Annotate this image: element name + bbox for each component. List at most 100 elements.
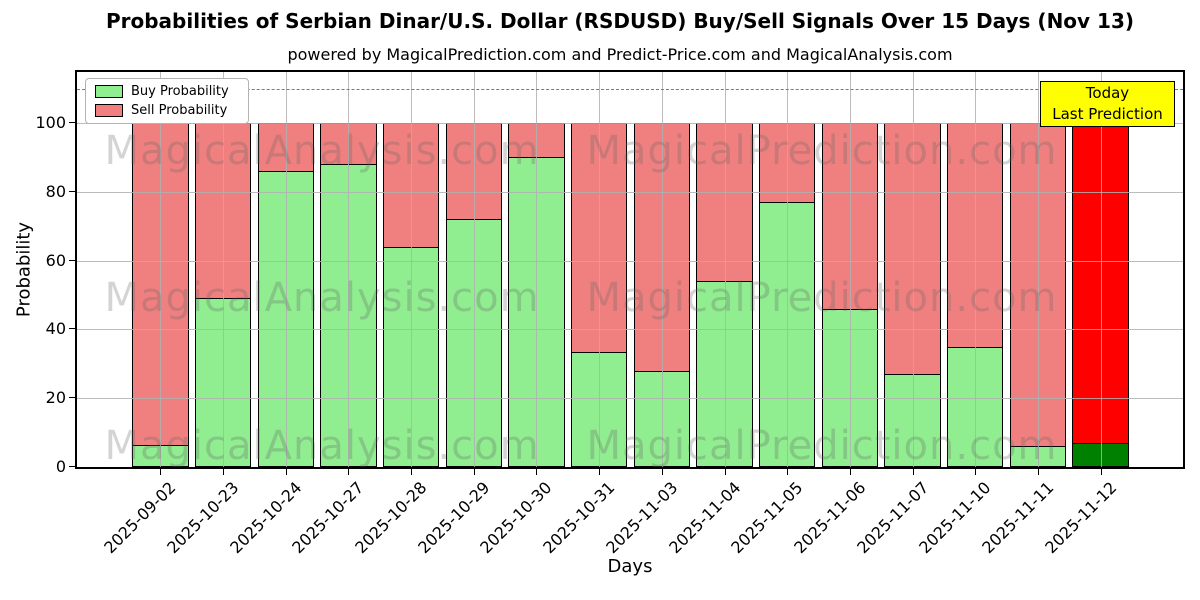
watermark-text: MagicalPrediction.com (586, 128, 1058, 174)
chart-subtitle: powered by MagicalPrediction.com and Pre… (287, 45, 953, 64)
sell-segment (445, 123, 502, 220)
watermark-text: MagicalAnalysis.com (104, 128, 540, 174)
sell-segment (1009, 123, 1067, 447)
bar-2025-11-04 (696, 123, 753, 467)
y-tick-label-60: 60 (45, 250, 66, 270)
bar-2025-11-10 (947, 123, 1004, 467)
buy-segment (947, 346, 1004, 467)
today-annotation-line1: Today (1085, 84, 1130, 102)
gridline-horizontal-80 (77, 191, 1183, 193)
bar-2025-11-06 (821, 123, 879, 467)
buy-segment (132, 444, 189, 467)
legend: Buy Probability Sell Probability (85, 78, 249, 124)
today-annotation: Today Last Prediction (1040, 81, 1175, 127)
sell-probability-swatch-icon (95, 103, 123, 117)
buy-segment (821, 308, 879, 467)
bar-2025-10-30 (508, 123, 565, 467)
gridline-vertical (724, 72, 726, 467)
buy-segment (382, 246, 440, 467)
gridline-vertical (661, 72, 663, 467)
x-tick-mark (536, 469, 538, 475)
y-tick-mark (69, 466, 75, 467)
y-axis-label: Probability (13, 221, 35, 318)
bar-2025-11-11 (1009, 123, 1067, 467)
gridline-horizontal-40 (77, 329, 1183, 331)
gridline-horizontal-100 (77, 123, 1183, 124)
x-tick-mark (223, 469, 225, 475)
watermark-text: MagicalPrediction.com (586, 275, 1058, 321)
watermark-text: MagicalAnalysis.com (104, 275, 540, 321)
legend-item-buy: Buy Probability (95, 84, 248, 99)
sell-segment (1072, 123, 1129, 443)
x-tick-mark (787, 469, 789, 475)
x-tick-mark (1037, 469, 1039, 475)
bar-2025-10-28 (382, 123, 440, 467)
sell-segment (320, 123, 377, 165)
legend-item-sell: Sell Probability (95, 103, 248, 118)
x-axis-label: Days (607, 556, 653, 577)
gridline-vertical (975, 72, 977, 467)
gridline-vertical (849, 72, 851, 467)
gridline-vertical (536, 72, 538, 467)
watermark-text: MagicalAnalysis.com (104, 423, 540, 469)
sell-segment (821, 123, 879, 309)
buy-segment (884, 374, 941, 467)
buy-segment (1009, 446, 1067, 467)
bar-2025-10-31 (570, 123, 628, 467)
bar-2025-09-02 (132, 123, 189, 467)
sell-segment (257, 123, 314, 172)
gridline-horizontal-20 (77, 398, 1183, 400)
gridline-horizontal-60 (77, 260, 1183, 262)
threshold-dashed-line (77, 88, 1183, 90)
legend-label: Buy Probability (131, 84, 229, 100)
gridline-vertical (1100, 72, 1102, 467)
x-tick-mark (975, 469, 977, 475)
x-tick-mark (724, 469, 726, 475)
sell-segment (947, 123, 1004, 347)
buy-segment (696, 281, 753, 467)
y-tick-mark (69, 259, 75, 261)
gridline-vertical (473, 72, 475, 467)
sell-segment (382, 123, 440, 247)
x-tick-mark (160, 469, 162, 475)
buy-segment (320, 164, 377, 467)
x-tick-mark (411, 469, 413, 475)
buy-segment (508, 157, 565, 467)
x-tick-mark (661, 469, 663, 475)
buy-segment (759, 202, 816, 467)
buy-probability-swatch-icon (95, 85, 123, 99)
x-tick-mark (473, 469, 475, 475)
buy-segment (633, 370, 691, 467)
y-tick-label-40: 40 (45, 319, 66, 339)
sell-segment (884, 123, 941, 375)
plot-area: MagicalAnalysis.com MagicalPrediction.com… (75, 70, 1185, 469)
buy-segment (194, 298, 252, 467)
watermark-text: MagicalPrediction.com (586, 423, 1058, 469)
x-tick-mark (849, 469, 851, 475)
gridline-vertical (599, 72, 601, 467)
bar-2025-10-24 (257, 123, 314, 467)
y-tick-label-0: 0 (55, 457, 66, 476)
x-tick-mark (1100, 469, 1102, 475)
y-tick-mark (69, 190, 75, 192)
bar-2025-11-07 (884, 123, 941, 467)
x-tick-mark (599, 469, 601, 475)
bar-2025-11-12 (1072, 123, 1129, 467)
x-tick-mark (912, 469, 914, 475)
bar-2025-10-23 (194, 123, 252, 467)
buy-segment (1072, 442, 1129, 467)
gridline-vertical (285, 72, 287, 467)
y-tick-label-20: 20 (45, 388, 66, 408)
x-tick-mark (285, 469, 287, 475)
y-tick-mark (69, 328, 75, 330)
y-tick-label-80: 80 (45, 181, 66, 201)
today-annotation-line2: Last Prediction (1052, 105, 1163, 123)
sell-segment (132, 123, 189, 445)
gridline-vertical (223, 72, 225, 467)
sell-segment (696, 123, 753, 282)
gridline-vertical (912, 72, 914, 467)
gridline-vertical (160, 72, 162, 467)
bar-2025-11-05 (759, 123, 816, 467)
buy-segment (570, 351, 628, 467)
